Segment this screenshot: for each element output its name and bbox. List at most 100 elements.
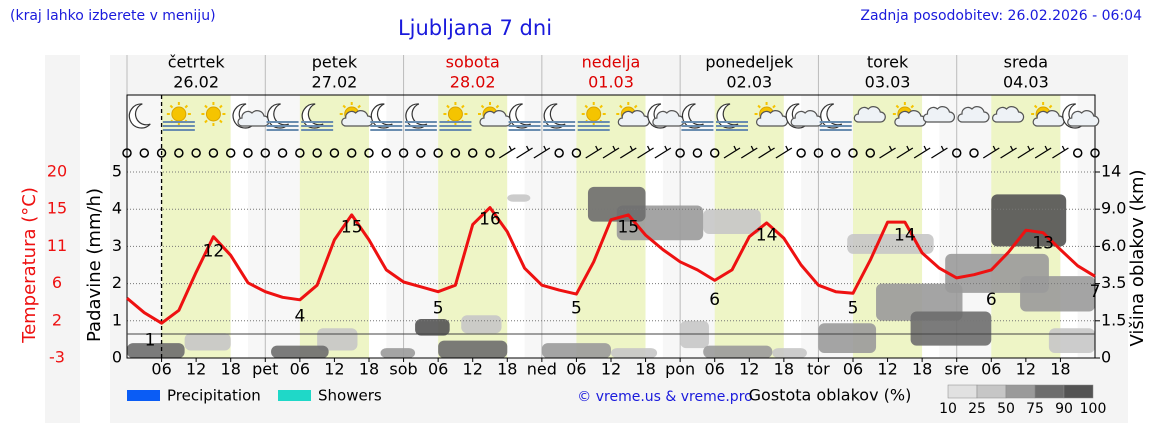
wind-barb-flag xyxy=(767,145,772,151)
wind-barb-flag xyxy=(923,145,927,151)
cloud-patch xyxy=(541,343,611,358)
x-tick-label: 18 xyxy=(912,360,932,379)
sun xyxy=(205,106,221,122)
cloud-patch xyxy=(587,186,646,222)
sun-ray xyxy=(446,104,450,109)
subtitle: (kraj lahko izberete v meniju) xyxy=(10,8,216,24)
wind-calm xyxy=(848,148,858,158)
weather-icon xyxy=(201,102,226,126)
temp-label: 6 xyxy=(709,290,720,310)
cloud-patch xyxy=(991,194,1067,247)
x-tick-label: 06 xyxy=(428,360,448,379)
wind-calm xyxy=(675,148,685,158)
temp-label: 5 xyxy=(571,298,582,318)
temp-label: 5 xyxy=(848,298,859,318)
wind-barb-flag xyxy=(992,145,996,151)
x-tick-label: ned xyxy=(527,360,557,379)
wind-calm xyxy=(813,148,824,158)
x-tick-label: 18 xyxy=(774,360,794,379)
density-swatch xyxy=(1063,384,1094,399)
x-tick-label: 06 xyxy=(705,360,725,379)
sun-ray xyxy=(219,104,223,109)
sun-ray xyxy=(910,104,915,109)
sun-ray xyxy=(495,104,500,109)
x-tick-label: 12 xyxy=(186,360,206,379)
sun-ray xyxy=(619,104,623,109)
x-tick-label: sre xyxy=(945,360,969,379)
sun-ray xyxy=(895,104,900,109)
wind-calm xyxy=(208,148,219,158)
weather-icon xyxy=(853,106,886,123)
density-tick-label: 25 xyxy=(968,401,986,417)
wind-calm xyxy=(260,148,271,158)
x-tick-label: pet xyxy=(252,360,278,379)
day-name: sreda xyxy=(1004,53,1048,72)
sun-ray xyxy=(461,104,465,109)
wind-calm xyxy=(467,148,478,158)
sun-ray xyxy=(633,104,638,109)
sun xyxy=(447,106,463,122)
wind-barb xyxy=(1000,147,1017,159)
density-swatch xyxy=(1034,384,1065,399)
sun-ray xyxy=(204,104,208,109)
wind-barb xyxy=(1052,147,1069,159)
wind-calm xyxy=(554,148,564,158)
temp-tick-label: 11 xyxy=(47,236,67,255)
x-tick-label: 06 xyxy=(290,360,310,379)
x-tick-label: 12 xyxy=(601,360,621,379)
temp-label: 4 xyxy=(294,306,305,326)
cloud-patch xyxy=(127,343,185,358)
wind-barb-flag xyxy=(595,145,599,151)
temp-label: 1 xyxy=(145,331,156,351)
cloud-patch xyxy=(271,345,329,358)
x-tick-label: 12 xyxy=(463,360,483,379)
evening-band xyxy=(507,95,525,358)
cloud-patch xyxy=(910,311,992,346)
plot-frame xyxy=(126,94,1096,359)
cloud-patch xyxy=(184,333,231,351)
temp-tick-label: 15 xyxy=(47,199,67,218)
wind-barb xyxy=(758,147,775,159)
wind-barb xyxy=(637,147,654,159)
temp-label: 5 xyxy=(433,298,444,318)
weather-icon xyxy=(577,102,610,131)
cloud-patch xyxy=(847,234,934,254)
day-name: petek xyxy=(312,53,358,72)
temp-label: 13 xyxy=(1032,234,1054,254)
wind-barb-flag xyxy=(1044,145,1048,151)
cloud-patch xyxy=(507,194,531,202)
weather-icon xyxy=(922,106,955,123)
y2-tick-label: 14 xyxy=(1101,162,1121,181)
weather-icon xyxy=(301,103,334,131)
wind-calm xyxy=(277,148,288,158)
wind-calm xyxy=(156,148,167,158)
day-name: četrtek xyxy=(168,53,226,72)
wind-barb xyxy=(896,147,914,159)
wind-calm xyxy=(1072,148,1083,158)
legend-swatch xyxy=(127,390,160,401)
x-tick-label: 12 xyxy=(1016,360,1036,379)
wind-barb-flag xyxy=(508,145,512,151)
cloud-patch xyxy=(703,345,773,358)
cloud-patch xyxy=(415,318,450,336)
temp-tick-label: 20 xyxy=(47,162,67,181)
y-tick-label: 2 xyxy=(112,273,122,292)
wind-barb-flag xyxy=(525,145,530,151)
daylight-band xyxy=(161,95,231,358)
evening-band xyxy=(783,95,802,358)
y2-tick-label: 9.0 xyxy=(1101,199,1126,218)
wind-barb xyxy=(723,147,741,159)
day-date: 27.02 xyxy=(312,73,358,92)
sun-ray xyxy=(169,104,174,109)
wind-barb-flag xyxy=(612,145,616,151)
wind-barb-flag xyxy=(1027,145,1031,151)
x-tick-label: 06 xyxy=(566,360,586,379)
x-tick-label: 18 xyxy=(221,360,241,379)
sun xyxy=(586,106,602,122)
wind-calm xyxy=(709,148,720,158)
wind-calm xyxy=(174,148,184,158)
temp-label: 12 xyxy=(203,242,225,262)
weather-icon xyxy=(508,103,541,131)
weather-icon xyxy=(128,103,151,129)
weather-icon xyxy=(957,106,990,123)
